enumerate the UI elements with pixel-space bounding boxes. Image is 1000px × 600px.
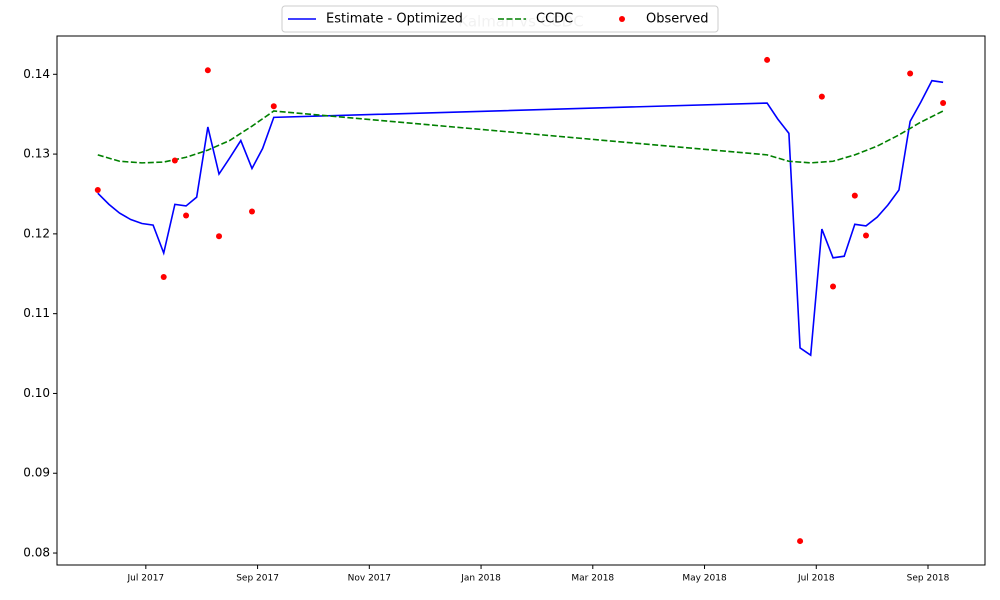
x-tick-label: Jul 2018 [797,574,835,584]
data-point [160,273,167,280]
x-tick-label: Jan 2018 [460,574,501,584]
data-point [183,212,190,219]
y-tick-label: 0.13 [23,147,50,161]
data-point [851,192,858,199]
x-tick-label: Sep 2017 [236,574,279,584]
data-point [907,70,914,77]
data-point [171,157,178,164]
data-point [830,283,837,290]
data-point [94,186,101,193]
y-tick-label: 0.08 [23,546,50,560]
x-tick-label: May 2018 [682,574,727,584]
data-point [270,103,277,110]
y-tick-label: 0.09 [23,466,50,480]
legend-label: CCDC [536,12,573,27]
x-tick-label: Jul 2017 [127,574,165,584]
y-tick-label: 0.11 [23,306,50,320]
y-tick-label: 0.10 [23,386,50,400]
x-tick-label: Mar 2018 [571,574,614,584]
x-tick-label: Sep 2018 [907,574,950,584]
data-point [764,56,771,63]
data-point [818,93,825,100]
data-point [862,232,869,239]
y-tick-label: 0.14 [23,67,50,81]
data-point [216,233,223,240]
x-tick-label: Nov 2017 [348,574,391,584]
data-point [797,538,804,545]
plot-frame [56,35,986,566]
legend-marker [619,16,625,22]
series-line [97,79,944,357]
legend-label: Observed [646,12,709,27]
y-tick-label: 0.12 [23,226,50,240]
data-point [248,208,255,215]
series-line [97,110,944,164]
legend-label: Estimate - Optimized [326,12,463,27]
data-point [204,67,211,74]
data-point [940,100,947,107]
